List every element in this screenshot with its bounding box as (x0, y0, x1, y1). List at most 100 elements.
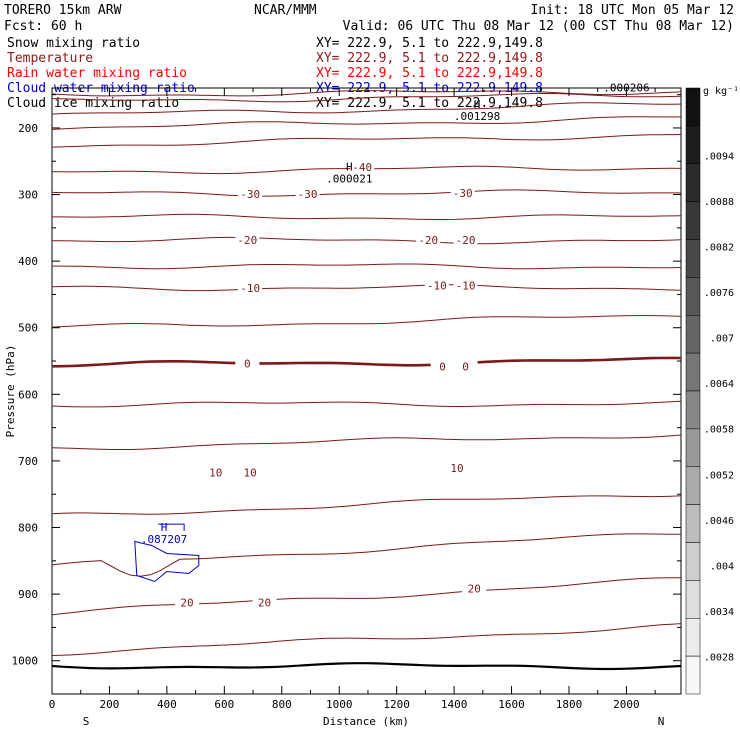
x-axis-label: Distance (km) (323, 715, 409, 728)
contour-label: -30 (453, 187, 473, 200)
center-title: NCAR/MMM (254, 3, 317, 18)
temperature-contours (51, 90, 682, 671)
contour-labels: -30 -30 -30 -20 -20 -20 -40 -10 -10 -10 0 0 0 10 10 10 2… (174, 160, 487, 609)
contour-line (51, 93, 682, 103)
colorbar-label: .0064 (704, 379, 734, 390)
contour-label-bg (430, 360, 455, 373)
field-name: Rain water mixing ratio (7, 66, 187, 81)
field-xy: XY= 222.9, 5.1 to 222.9,149.8 (316, 51, 543, 66)
colorbar-label: .0076 (704, 288, 734, 299)
header: TORERO 15km ARW NCAR/MMM Init: 18 UTC Mo… (4, 3, 734, 34)
contour-label-bg (295, 188, 320, 201)
contour-label: 0 (462, 361, 469, 374)
contour-label-bg (235, 234, 260, 247)
contour-label-bg (450, 186, 475, 199)
contour-line (51, 314, 682, 328)
y-tick-label: 700 (18, 455, 38, 468)
contour-label-bg (235, 357, 260, 370)
extremum-value: .001298 (454, 110, 500, 123)
colorbar-swatch (685, 163, 701, 202)
colorbar-unit: g kg⁻¹ (703, 86, 739, 97)
contour-line (51, 662, 682, 671)
contour-label: -20 (418, 234, 438, 247)
colorbar-label: .0058 (704, 425, 734, 436)
contour-label-bg (238, 188, 263, 201)
contour-label: -30 (298, 188, 318, 201)
colorbar-swatch (685, 655, 701, 695)
extremum-value: .000206 (603, 81, 649, 94)
colorbar-swatch (685, 201, 701, 240)
contour-line (51, 284, 682, 292)
contour-label: -10 (456, 279, 476, 292)
contour-line (51, 189, 681, 197)
contour-line (51, 623, 682, 656)
x-tick-label: 1400 (441, 698, 468, 711)
colorbar-swatch (685, 466, 701, 505)
colorbar-label: .0052 (704, 470, 734, 481)
colorbar-label: .007 (710, 334, 734, 345)
colorbar-label: .0034 (704, 607, 734, 618)
north-label: N (658, 715, 665, 728)
extremum-mark: H (346, 161, 353, 174)
contour-label: 10 (209, 467, 222, 480)
colorbar-swatch (685, 87, 701, 127)
colorbar: .0094 .0088 .0082 .0076 .007 .0064 .0058 .0052.… (685, 87, 734, 695)
extremum-mark: H (474, 98, 481, 111)
contour-label: 10 (244, 467, 257, 480)
colorbar-swatch (685, 239, 701, 278)
x-tick-label: 600 (214, 698, 234, 711)
colorbar-swatch (685, 618, 701, 657)
contour-line (51, 116, 682, 130)
contour-label-bg (252, 596, 277, 609)
contour-label-bg (416, 234, 441, 247)
x-tick-label: 200 (100, 698, 120, 711)
y-tick-label: 200 (18, 122, 38, 135)
field-name: Snow mixing ratio (7, 36, 140, 51)
colorbar-swatch (685, 390, 701, 430)
contour-line (51, 577, 681, 616)
plot-frame (51, 87, 682, 695)
contour-label: 0 (244, 357, 251, 370)
x-tick-label: 2000 (613, 698, 640, 711)
colorbar-label: .0028 (704, 653, 734, 664)
y-tick-label: 600 (18, 388, 38, 401)
x-tick-label: 400 (157, 698, 177, 711)
x-tick-label: 1200 (383, 698, 410, 711)
field-xy: XY= 222.9, 5.1 to 222.9,149.8 (316, 66, 543, 81)
init-time: Init: 18 UTC Mon 05 Mar 12 (531, 3, 735, 18)
field-xy: XY= 222.9, 5.1 to 222.9,149.8 (316, 96, 543, 111)
x-tick-label: 1600 (498, 698, 525, 711)
x-tick-label: 1800 (556, 698, 583, 711)
contour-line (51, 434, 682, 450)
contour-label: -20 (456, 234, 476, 247)
contour-label: 0 (439, 361, 446, 374)
contour-label-bg (238, 466, 263, 479)
colorbar-label: .004 (710, 561, 734, 572)
contour-label: 20 (258, 596, 271, 609)
contour-line (52, 236, 682, 245)
contour-label-bg (444, 461, 469, 474)
field-xy: XY= 222.9, 5.1 to 222.9,149.8 (316, 36, 543, 51)
contour-label: -30 (240, 188, 260, 201)
y-tick-label: 800 (18, 522, 38, 535)
contour-label-bg (453, 279, 478, 292)
contour-line (52, 213, 682, 220)
model-title: TORERO 15km ARW (4, 3, 122, 18)
valid-time: Valid: 06 UTC Thu 08 Mar 12 (00 CST Thu … (343, 19, 734, 34)
contour-label: -40 (352, 161, 372, 174)
colorbar-swatch (685, 580, 701, 619)
y-tick-label: 1000 (12, 655, 39, 668)
contour-label-bg (350, 160, 375, 173)
y-tick-label: 500 (18, 322, 38, 335)
contour-label-bg (462, 582, 487, 595)
extremum-value: .000021 (326, 173, 372, 186)
contour-label-bg (453, 360, 478, 373)
field-name: Temperature (7, 51, 93, 66)
colorbar-swatch (685, 277, 701, 316)
y-tick-label: 400 (18, 255, 38, 268)
cloud-water-contour (134, 523, 200, 583)
contour-label: -10 (427, 279, 447, 292)
field-name: Cloud ice mixing ratio (7, 96, 179, 111)
